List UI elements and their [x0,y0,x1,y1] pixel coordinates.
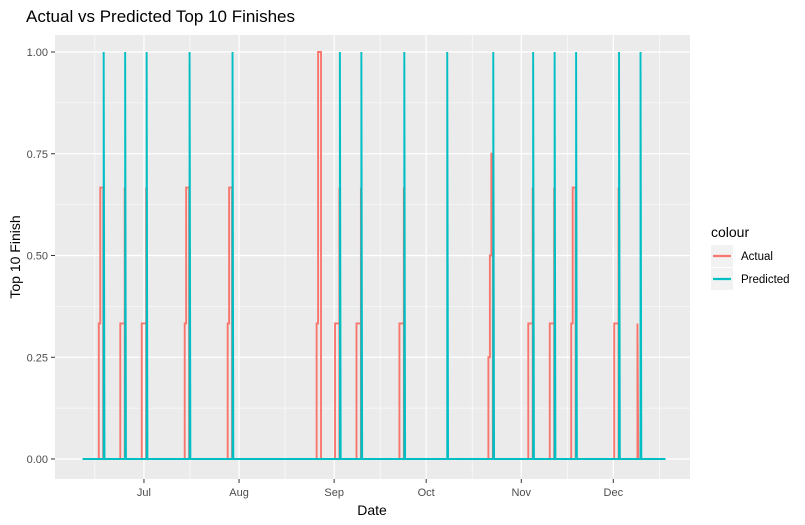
legend-item-predicted: Predicted [711,268,790,290]
x-tick-label: Sep [324,487,344,499]
x-tick-label: Aug [229,487,249,499]
x-tick-label: Jul [137,487,151,499]
legend-label-actual: Actual [741,251,773,263]
y-tick-label: 0.00 [27,454,48,466]
x-tick-label: Oct [418,487,435,499]
plot-panel [55,35,690,479]
y-tick-label: 1.00 [27,47,48,59]
x-axis: Jul Aug Sep Oct Nov Dec [137,479,624,499]
x-tick-label: Dec [604,487,624,499]
y-tick-label: 0.25 [27,352,48,364]
x-tick-label: Nov [511,487,531,499]
legend-item-actual: Actual [711,245,773,267]
y-tick-label: 0.50 [27,251,48,263]
legend: colour Actual Predicted [711,224,790,290]
legend-label-predicted: Predicted [741,274,790,286]
chart-title: Actual vs Predicted Top 10 Finishes [26,7,295,26]
legend-title: colour [711,224,749,240]
series-layer [82,51,666,460]
y-tick-label: 0.75 [27,149,48,161]
x-axis-title: Date [357,502,387,518]
y-axis-title: Top 10 Finish [7,215,23,298]
series-line-predicted [82,51,666,460]
y-axis: 0.00 0.25 0.50 0.75 1.00 [27,47,55,466]
